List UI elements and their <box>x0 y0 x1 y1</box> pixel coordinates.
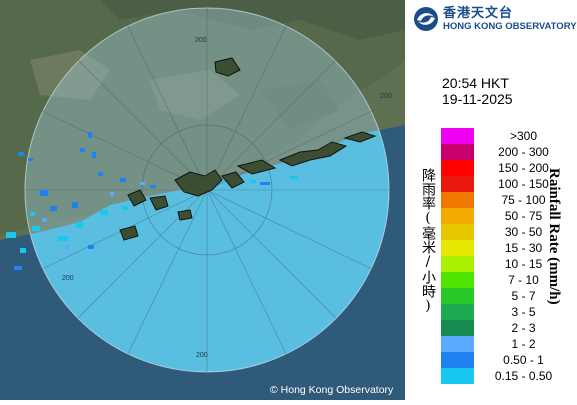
legend-label: >300 <box>509 129 538 143</box>
legend-row: 10 - 15 <box>441 256 573 272</box>
copyright-notice: © Hong Kong Observatory <box>270 384 394 396</box>
radar-map: 200 200 200 200 © Hong Kong Observatory <box>0 0 405 400</box>
legend-swatch <box>441 288 474 304</box>
org-name-zh: 香港天文台 <box>443 6 514 21</box>
legend-row: 30 - 50 <box>441 224 573 240</box>
legend-row: 3 - 5 <box>441 304 573 320</box>
legend-swatch <box>441 192 474 208</box>
legend-row: 2 - 3 <box>441 320 573 336</box>
legend-swatch <box>441 224 474 240</box>
rainfall-legend: >300 200 - 300 150 - 200 100 - 150 75 - 100 5… <box>441 128 573 384</box>
radar-date: 19-11-2025 <box>442 91 513 107</box>
coastline <box>119 57 377 241</box>
legend-label: 7 - 10 <box>508 273 539 287</box>
legend-label: 3 - 5 <box>511 305 536 319</box>
legend-label: 5 - 7 <box>511 289 536 303</box>
radar-time: 20:54 HKT <box>442 75 509 91</box>
range-label: 200 <box>196 352 208 359</box>
legend-swatch <box>441 240 474 256</box>
legend-row: 7 - 10 <box>441 272 573 288</box>
legend-swatch <box>441 176 474 192</box>
legend-row: 50 - 75 <box>441 208 573 224</box>
legend-label: 0.15 - 0.50 <box>494 369 553 383</box>
legend-swatch <box>441 160 474 176</box>
legend-label: 150 - 200 <box>498 161 549 175</box>
legend-label: 0.50 - 1 <box>503 353 544 367</box>
legend-label: 75 - 100 <box>501 193 546 207</box>
legend-label: 15 - 30 <box>504 241 543 255</box>
legend-swatch <box>441 208 474 224</box>
legend-row: 75 - 100 <box>441 192 573 208</box>
hko-logo: 香港天文台 HONG KONG OBSERVATORY <box>413 6 577 32</box>
legend-swatch <box>441 336 474 352</box>
legend-swatch <box>441 272 474 288</box>
legend-swatch <box>441 304 474 320</box>
radar-echoes <box>6 132 298 270</box>
range-label: 200 <box>195 37 207 44</box>
hko-swirl-logo-icon <box>414 7 438 31</box>
legend-row: 150 - 200 <box>441 160 573 176</box>
org-name-en: HONG KONG OBSERVATORY <box>443 21 577 32</box>
legend-label: 2 - 3 <box>511 321 536 335</box>
legend-row: 0.50 - 1 <box>441 352 573 368</box>
range-label: 200 <box>380 93 392 100</box>
range-label: 200 <box>62 275 74 282</box>
legend-swatch <box>441 320 474 336</box>
legend-row: 0.15 - 0.50 <box>441 368 573 384</box>
legend-label: 1 - 2 <box>511 337 536 351</box>
legend-swatch <box>441 128 474 144</box>
legend-row: >300 <box>441 128 573 144</box>
radar-map-canvas: 200 200 200 200 <box>0 0 405 400</box>
legend-swatch <box>441 256 474 272</box>
legend-row: 1 - 2 <box>441 336 573 352</box>
legend-row: 100 - 150 <box>441 176 573 192</box>
legend-row: 200 - 300 <box>441 144 573 160</box>
legend-label: 30 - 50 <box>504 225 543 239</box>
legend-swatch <box>441 144 474 160</box>
legend-label: 200 - 300 <box>498 145 549 159</box>
legend-title-en: Rainfall Rate (mm/h) <box>546 168 562 305</box>
legend-label: 50 - 75 <box>504 209 543 223</box>
legend-row: 5 - 7 <box>441 288 573 304</box>
legend-title-zh: 降雨率(毫米/小時) <box>420 168 436 314</box>
legend-swatch <box>441 352 474 368</box>
legend-panel: 香港天文台 HONG KONG OBSERVATORY 20:54 HKT 19… <box>405 0 577 400</box>
legend-row: 15 - 30 <box>441 240 573 256</box>
legend-label: 10 - 15 <box>504 257 543 271</box>
legend-swatch <box>441 368 474 384</box>
legend-label: 100 - 150 <box>498 177 549 191</box>
